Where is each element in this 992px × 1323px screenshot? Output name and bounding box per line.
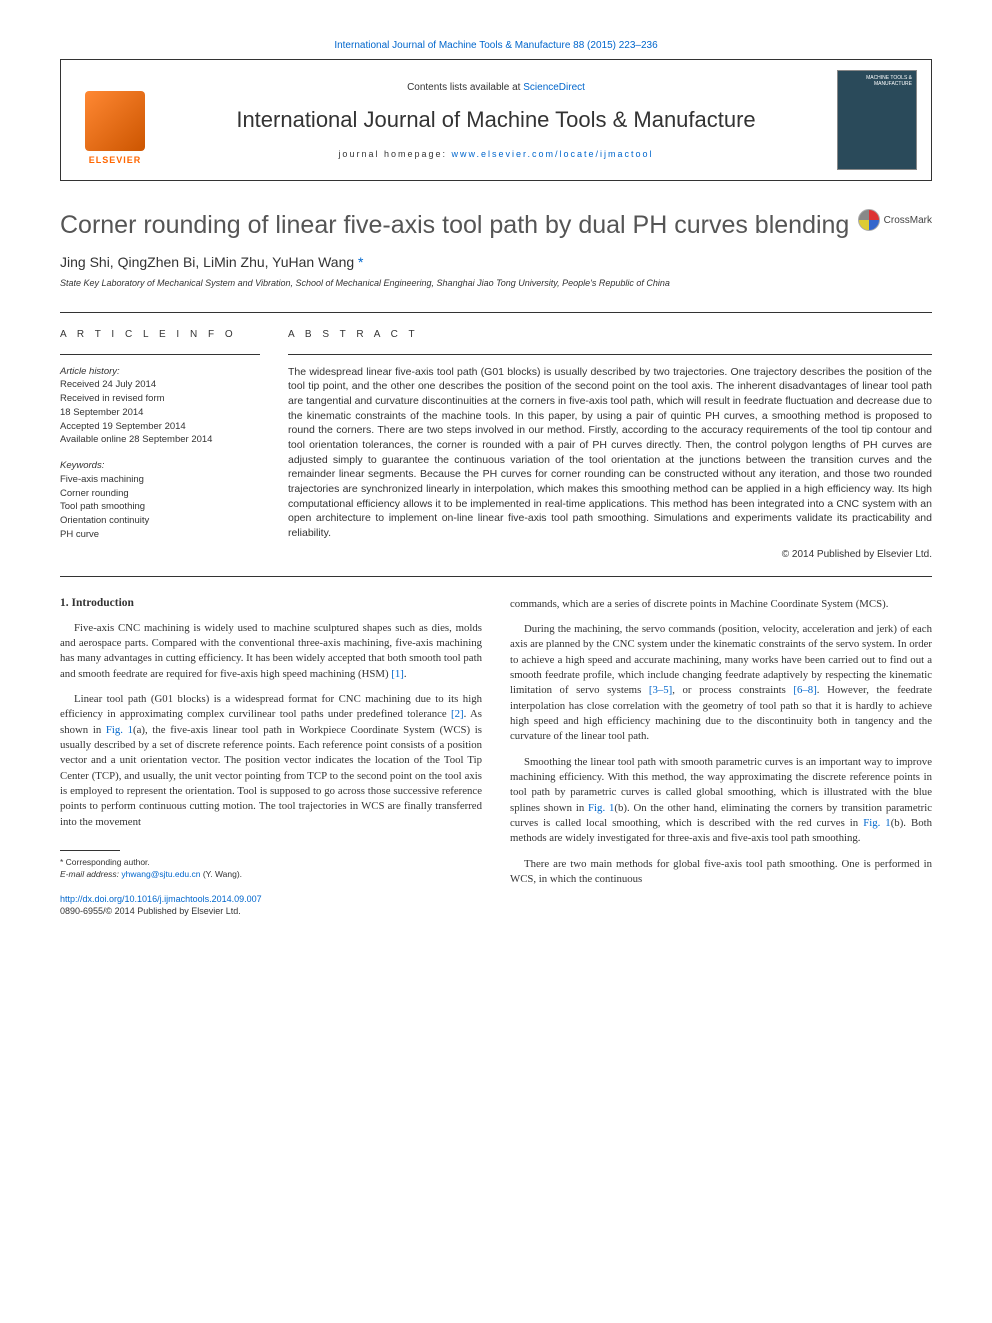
journal-homepage-link[interactable]: www.elsevier.com/locate/ijmactool (452, 149, 654, 159)
cover-text: MACHINE TOOLS & MANUFACTURE (838, 71, 916, 91)
corresponding-footnote: * Corresponding author. (60, 857, 482, 869)
abstract-column: A B S T R A C T The widespread linear fi… (288, 329, 932, 560)
history-line: Accepted 19 September 2014 (60, 420, 260, 434)
elsevier-tree-icon (85, 91, 145, 151)
journal-homepage-line: journal homepage: www.elsevier.com/locat… (175, 149, 817, 159)
keyword-item: Tool path smoothing (60, 500, 260, 514)
keywords-block: Keywords: Five-axis machining Corner rou… (60, 459, 260, 542)
history-line: 18 September 2014 (60, 406, 260, 420)
abstract-heading: A B S T R A C T (288, 329, 932, 340)
body-two-column: 1. Introduction Five-axis CNC machining … (60, 597, 932, 918)
info-abstract-row: A R T I C L E I N F O Article history: R… (60, 329, 932, 560)
article-info-column: A R T I C L E I N F O Article history: R… (60, 329, 260, 560)
sciencedirect-link[interactable]: ScienceDirect (523, 82, 585, 93)
issn-copyright: 0890-6955/© 2014 Published by Elsevier L… (60, 906, 241, 916)
doi-link[interactable]: http://dx.doi.org/10.1016/j.ijmachtools.… (60, 894, 262, 904)
header-center: Contents lists available at ScienceDirec… (155, 82, 837, 159)
top-citation: International Journal of Machine Tools &… (60, 40, 932, 51)
crossmark-label: CrossMark (884, 215, 932, 226)
ref-link[interactable]: [3–5] (649, 684, 672, 696)
footnote-separator (60, 850, 120, 851)
body-paragraph: Five-axis CNC machining is widely used t… (60, 621, 482, 682)
affiliation: State Key Laboratory of Mechanical Syste… (60, 278, 932, 288)
keyword-item: Corner rounding (60, 487, 260, 501)
history-line: Received in revised form (60, 392, 260, 406)
email-label: E-mail address: (60, 869, 121, 879)
journal-cover-thumb: MACHINE TOOLS & MANUFACTURE (837, 70, 917, 170)
abstract-copyright: © 2014 Published by Elsevier Ltd. (288, 549, 932, 560)
body-paragraph: During the machining, the servo commands… (510, 622, 932, 745)
article-title: Corner rounding of linear five-axis tool… (60, 209, 858, 242)
journal-name: International Journal of Machine Tools &… (175, 107, 817, 133)
contents-available-line: Contents lists available at ScienceDirec… (175, 82, 817, 93)
body-paragraph: commands, which are a series of discrete… (510, 597, 932, 612)
email-link[interactable]: yhwang@sjtu.edu.cn (121, 869, 200, 879)
history-line: Available online 28 September 2014 (60, 433, 260, 447)
doi-block: http://dx.doi.org/10.1016/j.ijmachtools.… (60, 893, 482, 918)
authors-names: Jing Shi, QingZhen Bi, LiMin Zhu, YuHan … (60, 254, 354, 270)
divider-top (60, 312, 932, 313)
ref-link[interactable]: [2] (451, 708, 464, 720)
history-label: Article history: (60, 365, 260, 379)
homepage-prefix: journal homepage: (338, 149, 451, 159)
body-paragraph: Linear tool path (G01 blocks) is a wides… (60, 692, 482, 830)
article-info-heading: A R T I C L E I N F O (60, 329, 260, 340)
fig-link[interactable]: Fig. 1 (863, 817, 891, 829)
crossmark-badge[interactable]: CrossMark (858, 209, 932, 231)
body-paragraph: Smoothing the linear tool path with smoo… (510, 755, 932, 847)
fig-link[interactable]: Fig. 1 (588, 802, 614, 814)
section-1-heading: 1. Introduction (60, 597, 482, 609)
ref-link[interactable]: [6–8] (793, 684, 816, 696)
keyword-item: Orientation continuity (60, 514, 260, 528)
history-line: Received 24 July 2014 (60, 378, 260, 392)
corresponding-marker: * (354, 254, 363, 270)
publisher-logo-text: ELSEVIER (89, 155, 142, 165)
ref-link[interactable]: [1] (391, 668, 404, 680)
email-person: (Y. Wang). (200, 869, 242, 879)
keyword-item: PH curve (60, 528, 260, 542)
body-column-right: commands, which are a series of discrete… (510, 597, 932, 918)
body-column-left: 1. Introduction Five-axis CNC machining … (60, 597, 482, 918)
keyword-item: Five-axis machining (60, 473, 260, 487)
abstract-text: The widespread linear five-axis tool pat… (288, 354, 932, 541)
divider-bottom (60, 576, 932, 577)
publisher-logo-block: ELSEVIER (75, 75, 155, 165)
fig-link[interactable]: Fig. 1 (106, 724, 133, 736)
journal-header: ELSEVIER Contents lists available at Sci… (60, 59, 932, 181)
contents-prefix: Contents lists available at (407, 82, 523, 93)
crossmark-icon (858, 209, 880, 231)
keywords-label: Keywords: (60, 459, 260, 473)
body-paragraph: There are two main methods for global fi… (510, 857, 932, 888)
email-footnote: E-mail address: yhwang@sjtu.edu.cn (Y. W… (60, 869, 482, 881)
title-row: Corner rounding of linear five-axis tool… (60, 209, 932, 242)
authors-line: Jing Shi, QingZhen Bi, LiMin Zhu, YuHan … (60, 254, 932, 270)
article-history-block: Article history: Received 24 July 2014 R… (60, 354, 260, 448)
